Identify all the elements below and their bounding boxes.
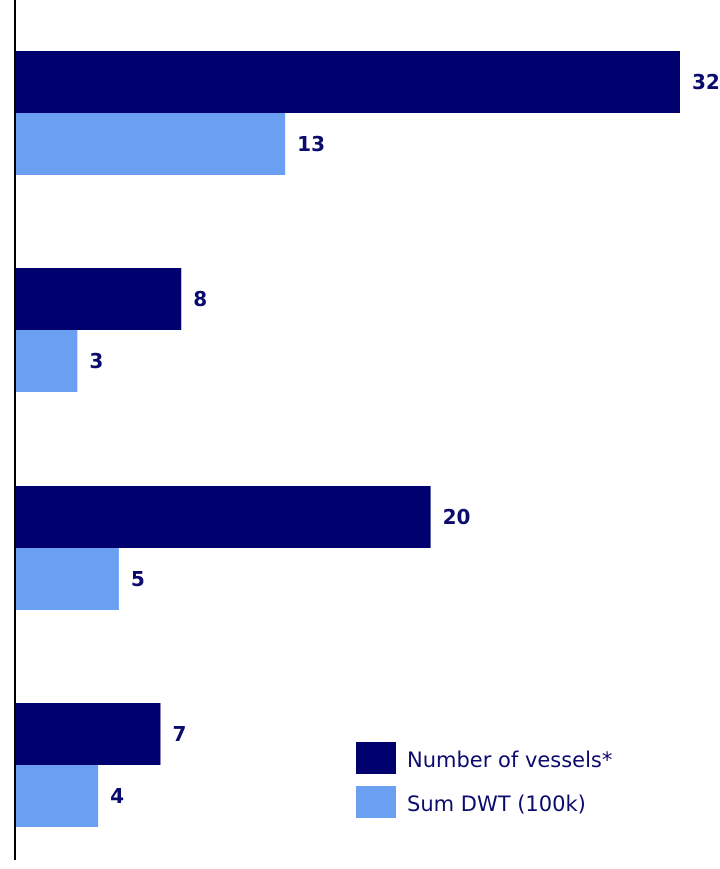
legend-swatch-vessels bbox=[356, 742, 396, 774]
data-label-dwt-4: 4 bbox=[110, 784, 124, 808]
data-label-dwt-3: 5 bbox=[131, 567, 145, 591]
bars-layer bbox=[15, 51, 680, 827]
bar-vessels-2 bbox=[15, 268, 182, 330]
bar-vessels-4 bbox=[15, 703, 161, 765]
data-label-dwt-2: 3 bbox=[89, 349, 103, 373]
data-label-vessels-2: 8 bbox=[193, 287, 207, 311]
bar-dwt-3 bbox=[15, 548, 119, 610]
bar-vessels-3 bbox=[15, 486, 431, 548]
data-labels-layer: 32 8 20 7 13 3 5 4 bbox=[89, 70, 720, 808]
legend: Number of vessels* Sum DWT (100k) bbox=[356, 742, 612, 818]
data-label-vessels-3: 20 bbox=[443, 505, 471, 529]
bar-vessels-1 bbox=[15, 51, 680, 113]
legend-swatch-dwt bbox=[356, 786, 396, 818]
data-label-dwt-1: 13 bbox=[297, 132, 325, 156]
data-label-vessels-4: 7 bbox=[172, 722, 186, 746]
bar-dwt-2 bbox=[15, 330, 78, 392]
bar-dwt-4 bbox=[15, 765, 99, 827]
data-label-vessels-1: 32 bbox=[692, 70, 720, 94]
bar-dwt-1 bbox=[15, 113, 286, 175]
legend-label-vessels: Number of vessels* bbox=[407, 748, 612, 772]
legend-label-dwt: Sum DWT (100k) bbox=[407, 792, 586, 816]
